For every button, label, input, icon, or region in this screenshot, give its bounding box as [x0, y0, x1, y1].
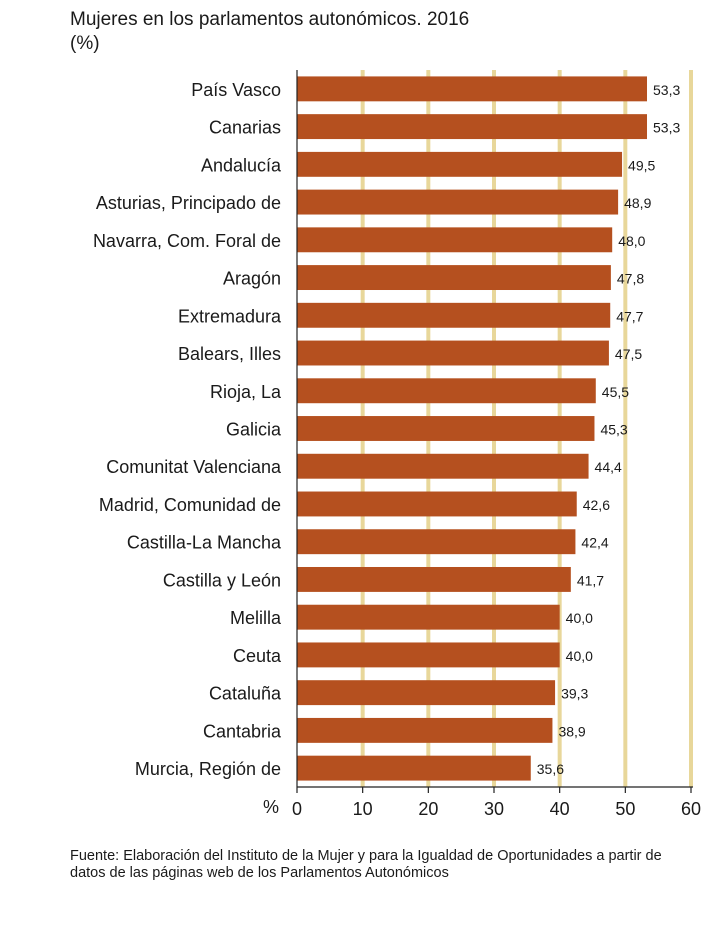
category-label: Castilla y León [163, 570, 281, 590]
source-note: Fuente: Elaboración del Instituto de la … [70, 848, 662, 881]
chart-subtitle: (%) [70, 33, 100, 54]
category-label: Galicia [226, 420, 282, 440]
category-label: Extremadura [178, 306, 282, 326]
value-label: 41,7 [577, 572, 604, 588]
x-tick-label: 50 [615, 799, 635, 819]
chart-title-block: Mujeres en los parlamentos autonómicos. … [70, 8, 469, 56]
bar-16 [297, 680, 556, 706]
category-label: Madrid, Comunidad de [99, 495, 281, 515]
bar-12 [297, 529, 576, 555]
bar-6 [297, 302, 611, 328]
value-label: 42,6 [583, 497, 610, 513]
category-label: Castilla-La Mancha [127, 533, 282, 553]
bar-0 [297, 76, 648, 102]
bar-10 [297, 453, 589, 479]
category-label: Rioja, La [210, 382, 282, 402]
value-label: 48,0 [618, 233, 645, 249]
x-tick-label: 60 [681, 799, 701, 819]
value-label: 49,5 [628, 157, 655, 173]
category-label: Balears, Illes [178, 344, 281, 364]
category-label: Murcia, Región de [135, 759, 281, 779]
bar-7 [297, 340, 609, 366]
value-label: 47,8 [617, 271, 644, 287]
bar-14 [297, 604, 560, 630]
category-label: Cantabria [203, 721, 282, 741]
bar-13 [297, 566, 571, 592]
bar-17 [297, 717, 553, 743]
value-label: 53,3 [653, 82, 680, 98]
bar-chart: País Vasco 53,3 Canarias 53,3 Andalucía 49,5 A… [93, 70, 701, 819]
category-label: Navarra, Com. Foral de [93, 231, 281, 251]
category-label: Comunitat Valenciana [106, 457, 282, 477]
value-label: 42,4 [581, 535, 608, 551]
bar-9 [297, 416, 595, 441]
x-tick-label: 10 [353, 799, 373, 819]
bar-2 [297, 151, 623, 177]
category-label: Canarias [209, 118, 281, 138]
bar-3 [297, 189, 619, 215]
bar-18 [297, 755, 531, 781]
bar-1 [297, 114, 648, 140]
category-label: Asturias, Principado de [96, 193, 281, 213]
category-label: Melilla [230, 608, 282, 628]
value-label: 44,4 [595, 459, 622, 475]
x-axis-label: % [263, 797, 279, 817]
value-label: 45,3 [600, 422, 627, 438]
value-label: 47,7 [616, 308, 643, 324]
x-tick-label: 30 [484, 799, 504, 819]
category-label: Aragón [223, 269, 281, 289]
value-label: 45,5 [602, 384, 629, 400]
value-label: 48,9 [624, 195, 651, 211]
value-label: 53,3 [653, 120, 680, 136]
value-label: 40,0 [566, 648, 593, 664]
x-tick-label: 40 [550, 799, 570, 819]
category-label: País Vasco [191, 80, 281, 100]
value-label: 47,5 [615, 346, 642, 362]
bar-15 [297, 642, 560, 668]
value-label: 40,0 [566, 610, 593, 626]
x-tick-label: 0 [292, 799, 302, 819]
value-label: 38,9 [558, 723, 585, 739]
category-label: Cataluña [209, 684, 282, 704]
value-label: 35,6 [537, 761, 564, 777]
bar-4 [297, 227, 613, 253]
bar-8 [297, 378, 596, 404]
value-label: 39,3 [561, 686, 588, 702]
bar-5 [297, 265, 611, 291]
category-label: Andalucía [201, 155, 282, 175]
x-tick-label: 20 [418, 799, 438, 819]
bar-11 [297, 491, 577, 517]
category-label: Ceuta [233, 646, 282, 666]
chart-title: Mujeres en los parlamentos autonómicos. … [70, 9, 470, 30]
